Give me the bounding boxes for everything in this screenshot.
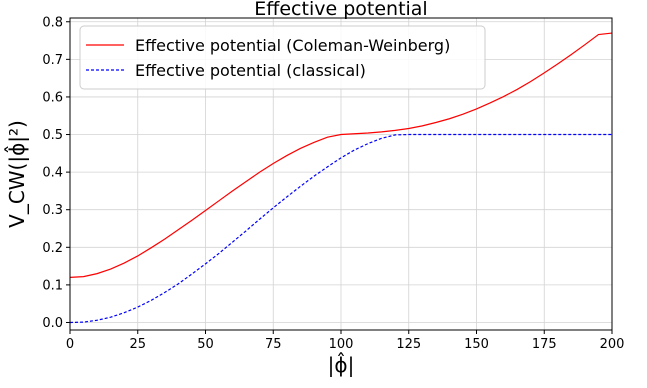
y-tick-label: 0.8 — [42, 15, 63, 30]
x-tick-label: 0 — [66, 337, 74, 352]
x-tick-label: 125 — [396, 337, 421, 352]
series-layer — [69, 32, 613, 324]
x-tick-label: 75 — [265, 337, 282, 352]
legend-box — [79, 25, 486, 90]
x-tick-label: 150 — [464, 337, 489, 352]
y-tick-label: 0.7 — [42, 53, 63, 68]
legend-label-1: Effective potential (Coleman-Weinberg) — [135, 36, 450, 55]
ticks: 0 25 50 75 100 125 150 175 200 0.0 0.1 0.2 0.3 0.4 0.5… — [42, 15, 624, 352]
x-tick-label: 175 — [532, 337, 557, 352]
y-tick-label: 0.6 — [42, 90, 63, 105]
series-line-2 — [69, 133, 612, 324]
y-tick-label: 0.3 — [42, 203, 63, 218]
y-tick-label: 0.0 — [42, 316, 63, 331]
x-tick-label: 50 — [197, 337, 214, 352]
x-tick-label: 25 — [129, 337, 146, 352]
series-line-1 — [69, 32, 613, 278]
legend-label-2: Effective potential (classical) — [135, 61, 366, 80]
x-axis-label: |ϕ̂| — [328, 352, 355, 377]
y-tick-label: 0.4 — [42, 166, 63, 181]
x-tick-label: 200 — [600, 337, 625, 352]
legend: Effective potential (Coleman-Weinberg) Ef… — [79, 25, 486, 90]
y-tick-label: 0.5 — [42, 128, 63, 143]
chart-title: Effective potential — [254, 0, 427, 20]
y-tick-label: 0.1 — [42, 278, 63, 293]
x-tick-label: 100 — [329, 337, 354, 352]
y-tick-label: 0.2 — [42, 241, 63, 256]
y-axis-label: V_CW(|ϕ̂|²) — [4, 120, 29, 228]
